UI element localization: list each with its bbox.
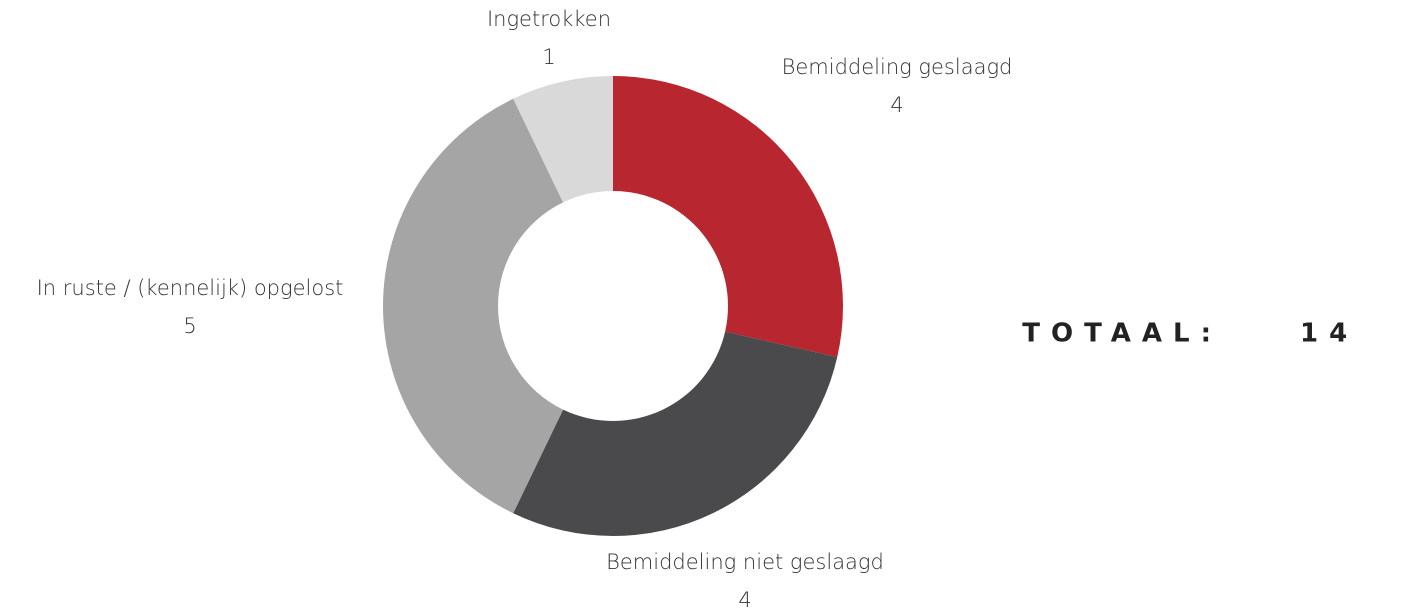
total-label: TOTAAL: <box>1022 319 1222 349</box>
slice-label: Bemiddeling geslaagd <box>782 55 1013 79</box>
donut-slice <box>513 76 613 203</box>
donut-slice <box>513 331 838 536</box>
slice-label: Ingetrokken <box>487 7 611 31</box>
total-value: 14 <box>1300 319 1358 349</box>
slice-value: 1 <box>542 45 555 69</box>
slice-value: 5 <box>183 314 196 338</box>
donut-slice <box>613 76 843 358</box>
slice-label: In ruste / (kennelijk) opgelost <box>37 276 344 300</box>
slice-label: Bemiddeling niet geslaagd <box>606 550 884 574</box>
slice-value: 4 <box>738 588 751 611</box>
donut-slice <box>383 98 564 514</box>
slice-value: 4 <box>890 93 903 117</box>
